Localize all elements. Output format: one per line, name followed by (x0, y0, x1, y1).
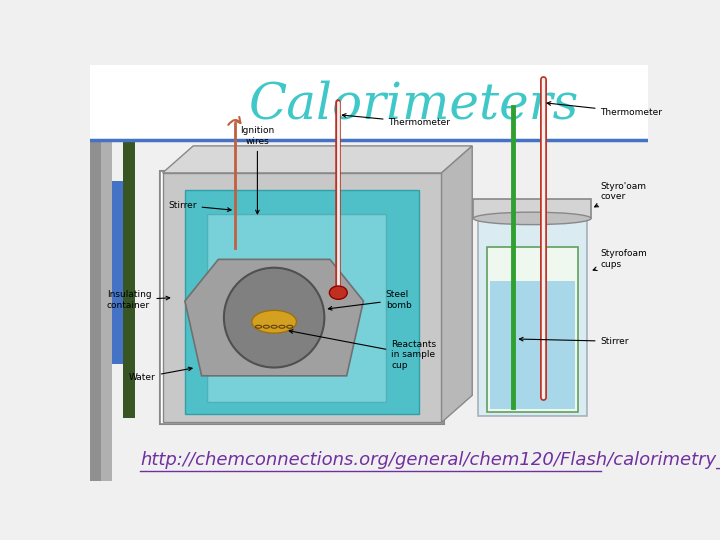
Text: Insulating
container: Insulating container (107, 290, 170, 309)
Ellipse shape (473, 212, 591, 225)
Circle shape (329, 286, 347, 299)
Bar (90, 65, 101, 481)
Text: Styro'oam
cover: Styro'oam cover (595, 181, 647, 207)
Polygon shape (163, 146, 472, 173)
Text: Steel
bomb: Steel bomb (328, 290, 412, 310)
Polygon shape (487, 247, 578, 412)
Text: Thermometer: Thermometer (342, 113, 451, 127)
Polygon shape (490, 281, 575, 409)
Bar (101, 65, 112, 481)
Polygon shape (441, 146, 472, 422)
Bar (160, 171, 444, 424)
Text: Ignition
wires: Ignition wires (240, 126, 274, 214)
Text: Reactants
in sample
cup: Reactants in sample cup (289, 330, 436, 369)
Polygon shape (478, 218, 587, 416)
Text: Stirrer: Stirrer (519, 337, 629, 346)
Polygon shape (207, 214, 386, 402)
Bar (90, 65, 648, 140)
Polygon shape (185, 259, 364, 376)
Polygon shape (185, 190, 419, 414)
Text: Thermometer: Thermometer (547, 102, 662, 117)
Bar (124, 119, 135, 418)
Text: Stirrer: Stirrer (168, 201, 231, 211)
Text: Styrofoam
cups: Styrofoam cups (593, 249, 647, 271)
Text: Water: Water (129, 367, 192, 382)
Ellipse shape (252, 310, 297, 333)
Text: http://chemconnections.org/general/chem120/Flash/calorimetry_s.html: http://chemconnections.org/general/chem1… (140, 451, 720, 469)
Bar (112, 181, 124, 364)
Polygon shape (473, 199, 591, 218)
Text: Calorimeters: Calorimeters (248, 79, 579, 129)
Ellipse shape (224, 268, 324, 368)
Bar (160, 171, 444, 424)
Polygon shape (163, 173, 441, 422)
